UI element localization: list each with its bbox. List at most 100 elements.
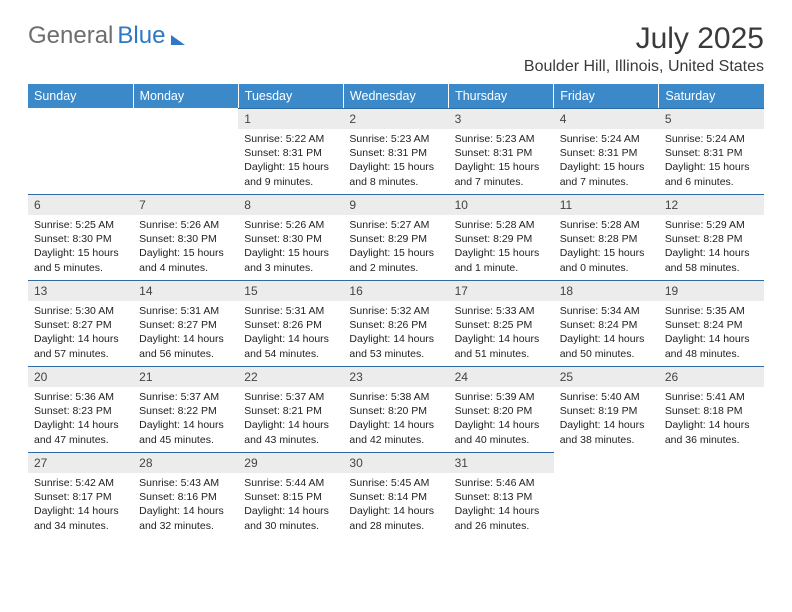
day-details: Sunrise: 5:40 AMSunset: 8:19 PMDaylight:…: [554, 387, 659, 451]
sunset-line: Sunset: 8:19 PM: [560, 404, 653, 418]
sunrise-line: Sunrise: 5:28 AM: [560, 218, 653, 232]
sunrise-line: Sunrise: 5:27 AM: [349, 218, 442, 232]
day-number: 27: [28, 452, 133, 473]
sunrise-line: Sunrise: 5:31 AM: [244, 304, 337, 318]
day-number: 20: [28, 366, 133, 387]
day-number: 10: [449, 194, 554, 215]
calendar-cell: ..: [28, 108, 133, 194]
day-number: 29: [238, 452, 343, 473]
calendar-row: 6Sunrise: 5:25 AMSunset: 8:30 PMDaylight…: [28, 194, 764, 280]
day-details: Sunrise: 5:37 AMSunset: 8:22 PMDaylight:…: [133, 387, 238, 451]
day-details: Sunrise: 5:24 AMSunset: 8:31 PMDaylight:…: [659, 129, 764, 193]
sunrise-line: Sunrise: 5:22 AM: [244, 132, 337, 146]
sunset-line: Sunset: 8:29 PM: [455, 232, 548, 246]
day-details: Sunrise: 5:39 AMSunset: 8:20 PMDaylight:…: [449, 387, 554, 451]
sunrise-line: Sunrise: 5:37 AM: [139, 390, 232, 404]
calendar-cell: 24Sunrise: 5:39 AMSunset: 8:20 PMDayligh…: [449, 366, 554, 452]
day-details: Sunrise: 5:33 AMSunset: 8:25 PMDaylight:…: [449, 301, 554, 365]
daylight-line: Daylight: 14 hours and 26 minutes.: [455, 504, 548, 532]
day-details: Sunrise: 5:26 AMSunset: 8:30 PMDaylight:…: [133, 215, 238, 279]
sunset-line: Sunset: 8:15 PM: [244, 490, 337, 504]
sunrise-line: Sunrise: 5:45 AM: [349, 476, 442, 490]
day-number: 22: [238, 366, 343, 387]
calendar-row: 13Sunrise: 5:30 AMSunset: 8:27 PMDayligh…: [28, 280, 764, 366]
calendar-cell: 22Sunrise: 5:37 AMSunset: 8:21 PMDayligh…: [238, 366, 343, 452]
sunrise-line: Sunrise: 5:25 AM: [34, 218, 127, 232]
sunset-line: Sunset: 8:21 PM: [244, 404, 337, 418]
day-details: Sunrise: 5:30 AMSunset: 8:27 PMDaylight:…: [28, 301, 133, 365]
sunset-line: Sunset: 8:16 PM: [139, 490, 232, 504]
calendar-cell: 20Sunrise: 5:36 AMSunset: 8:23 PMDayligh…: [28, 366, 133, 452]
day-details: Sunrise: 5:29 AMSunset: 8:28 PMDaylight:…: [659, 215, 764, 279]
sunrise-line: Sunrise: 5:23 AM: [349, 132, 442, 146]
daylight-line: Daylight: 15 hours and 6 minutes.: [665, 160, 758, 188]
calendar-cell: 12Sunrise: 5:29 AMSunset: 8:28 PMDayligh…: [659, 194, 764, 280]
day-number: 23: [343, 366, 448, 387]
sunrise-line: Sunrise: 5:31 AM: [139, 304, 232, 318]
sunset-line: Sunset: 8:24 PM: [560, 318, 653, 332]
day-details: Sunrise: 5:42 AMSunset: 8:17 PMDaylight:…: [28, 473, 133, 537]
sunrise-line: Sunrise: 5:44 AM: [244, 476, 337, 490]
sunrise-line: Sunrise: 5:46 AM: [455, 476, 548, 490]
sunset-line: Sunset: 8:24 PM: [665, 318, 758, 332]
daylight-line: Daylight: 14 hours and 53 minutes.: [349, 332, 442, 360]
calendar-table: Sunday Monday Tuesday Wednesday Thursday…: [28, 84, 764, 538]
day-details: Sunrise: 5:46 AMSunset: 8:13 PMDaylight:…: [449, 473, 554, 537]
sunset-line: Sunset: 8:30 PM: [34, 232, 127, 246]
day-details: Sunrise: 5:32 AMSunset: 8:26 PMDaylight:…: [343, 301, 448, 365]
calendar-cell: 2Sunrise: 5:23 AMSunset: 8:31 PMDaylight…: [343, 108, 448, 194]
day-number: 21: [133, 366, 238, 387]
sunset-line: Sunset: 8:23 PM: [34, 404, 127, 418]
daylight-line: Daylight: 14 hours and 45 minutes.: [139, 418, 232, 446]
calendar-cell: ..: [133, 108, 238, 194]
calendar-cell: 23Sunrise: 5:38 AMSunset: 8:20 PMDayligh…: [343, 366, 448, 452]
day-details: Sunrise: 5:38 AMSunset: 8:20 PMDaylight:…: [343, 387, 448, 451]
day-number: 31: [449, 452, 554, 473]
day-details: Sunrise: 5:41 AMSunset: 8:18 PMDaylight:…: [659, 387, 764, 451]
day-number: 25: [554, 366, 659, 387]
daylight-line: Daylight: 14 hours and 34 minutes.: [34, 504, 127, 532]
sunset-line: Sunset: 8:31 PM: [455, 146, 548, 160]
sunset-line: Sunset: 8:13 PM: [455, 490, 548, 504]
day-number: 16: [343, 280, 448, 301]
sunset-line: Sunset: 8:30 PM: [244, 232, 337, 246]
day-details: Sunrise: 5:25 AMSunset: 8:30 PMDaylight:…: [28, 215, 133, 279]
day-number: 19: [659, 280, 764, 301]
day-number: 7: [133, 194, 238, 215]
day-details: Sunrise: 5:22 AMSunset: 8:31 PMDaylight:…: [238, 129, 343, 193]
calendar-cell: 13Sunrise: 5:30 AMSunset: 8:27 PMDayligh…: [28, 280, 133, 366]
brand-triangle-icon: [171, 35, 185, 45]
sunrise-line: Sunrise: 5:43 AM: [139, 476, 232, 490]
day-number: 5: [659, 108, 764, 129]
sunrise-line: Sunrise: 5:30 AM: [34, 304, 127, 318]
day-number: 30: [343, 452, 448, 473]
sunrise-line: Sunrise: 5:41 AM: [665, 390, 758, 404]
brand-part1: General: [28, 22, 113, 50]
day-details: Sunrise: 5:24 AMSunset: 8:31 PMDaylight:…: [554, 129, 659, 193]
daylight-line: Daylight: 15 hours and 8 minutes.: [349, 160, 442, 188]
daylight-line: Daylight: 15 hours and 7 minutes.: [560, 160, 653, 188]
day-details: Sunrise: 5:43 AMSunset: 8:16 PMDaylight:…: [133, 473, 238, 537]
day-details: Sunrise: 5:44 AMSunset: 8:15 PMDaylight:…: [238, 473, 343, 537]
daylight-line: Daylight: 15 hours and 1 minute.: [455, 246, 548, 274]
daylight-line: Daylight: 14 hours and 58 minutes.: [665, 246, 758, 274]
day-number: 26: [659, 366, 764, 387]
sunrise-line: Sunrise: 5:40 AM: [560, 390, 653, 404]
sunrise-line: Sunrise: 5:28 AM: [455, 218, 548, 232]
weekday-sunday: Sunday: [28, 84, 133, 108]
calendar-cell: 19Sunrise: 5:35 AMSunset: 8:24 PMDayligh…: [659, 280, 764, 366]
day-details: Sunrise: 5:34 AMSunset: 8:24 PMDaylight:…: [554, 301, 659, 365]
day-number: 12: [659, 194, 764, 215]
day-number: 11: [554, 194, 659, 215]
day-details: Sunrise: 5:28 AMSunset: 8:28 PMDaylight:…: [554, 215, 659, 279]
sunrise-line: Sunrise: 5:26 AM: [244, 218, 337, 232]
day-number: 3: [449, 108, 554, 129]
daylight-line: Daylight: 15 hours and 3 minutes.: [244, 246, 337, 274]
sunrise-line: Sunrise: 5:39 AM: [455, 390, 548, 404]
weekday-tuesday: Tuesday: [238, 84, 343, 108]
sunrise-line: Sunrise: 5:33 AM: [455, 304, 548, 318]
daylight-line: Daylight: 14 hours and 32 minutes.: [139, 504, 232, 532]
calendar-cell: 31Sunrise: 5:46 AMSunset: 8:13 PMDayligh…: [449, 452, 554, 538]
sunset-line: Sunset: 8:22 PM: [139, 404, 232, 418]
location-subtitle: Boulder Hill, Illinois, United States: [524, 58, 764, 76]
